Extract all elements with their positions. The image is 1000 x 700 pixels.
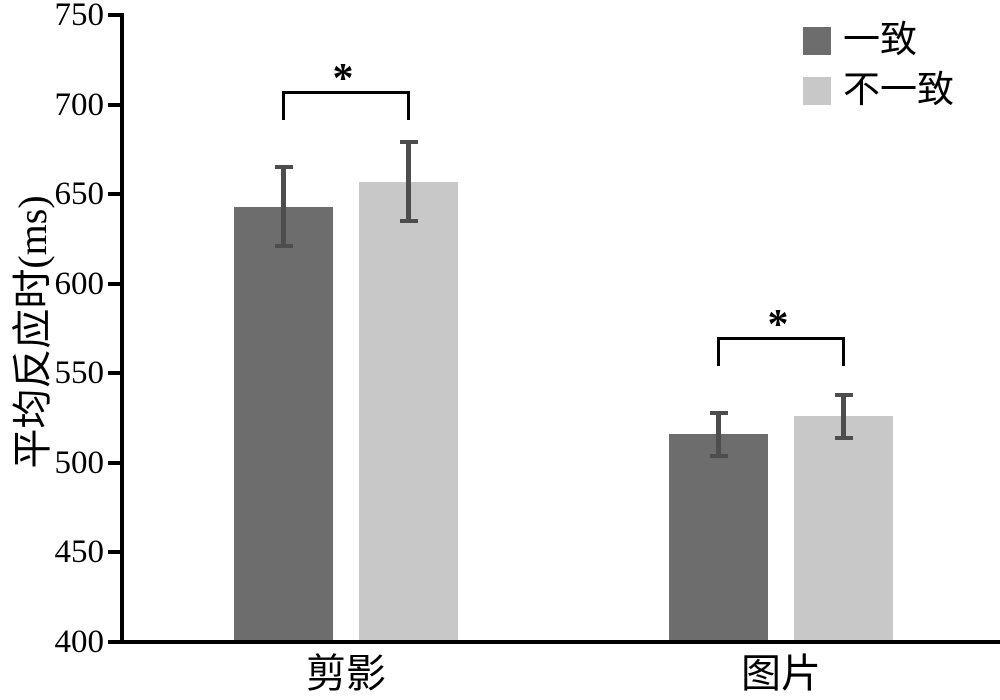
- x-axis-line: [120, 640, 1000, 644]
- error-bar-剪影-一致: [281, 167, 286, 247]
- error-bar-cap-bottom: [274, 244, 293, 249]
- error-bar-cap-top: [709, 410, 728, 415]
- y-axis-tick: [108, 281, 120, 286]
- y-axis-line: [120, 13, 124, 644]
- y-axis-title: 平均反应时(ms): [10, 195, 55, 469]
- error-bar-图片-不一致: [841, 394, 846, 438]
- y-axis-tick: [108, 192, 120, 197]
- significance-bracket: [717, 337, 845, 366]
- y-tick-label: 650: [54, 176, 105, 213]
- bar-图片-一致: [669, 434, 768, 640]
- bar-图片-不一致: [794, 416, 893, 640]
- legend-swatch-consistent-icon: [803, 26, 831, 55]
- error-bar-cap-bottom: [834, 435, 853, 440]
- error-bar-cap-bottom: [399, 219, 418, 223]
- error-bar-cap-top: [274, 165, 293, 170]
- y-axis-tick: [108, 102, 120, 107]
- error-bar-cap-top: [834, 392, 853, 397]
- y-tick-label: 500: [54, 444, 105, 481]
- y-axis-tick: [108, 640, 120, 644]
- y-tick-label: 700: [54, 86, 105, 123]
- y-tick-label: 400: [54, 624, 105, 660]
- error-bar-剪影-不一致: [406, 142, 411, 221]
- y-axis-tick: [108, 371, 120, 376]
- x-category-silhouette: 剪影: [306, 651, 386, 696]
- x-category-picture: 图片: [741, 651, 821, 696]
- significance-bracket: [282, 91, 410, 120]
- y-tick-label: 750: [54, 0, 105, 33]
- legend-swatch-inconsistent-icon: [803, 76, 831, 105]
- legend: 一致 不一致: [803, 20, 954, 120]
- error-bar-cap-bottom: [709, 453, 728, 458]
- bar-剪影-不一致: [359, 181, 458, 640]
- significance-asterisk: *: [332, 56, 354, 102]
- legend-label-inconsistent: 不一致: [843, 70, 954, 111]
- y-axis-tick: [108, 460, 120, 465]
- error-bar-图片-一致: [716, 412, 721, 456]
- y-tick-label: 450: [54, 534, 105, 571]
- y-tick-label: 600: [54, 265, 105, 302]
- legend-label-consistent: 一致: [843, 20, 917, 61]
- y-axis-tick: [108, 13, 120, 17]
- error-bar-cap-top: [399, 140, 418, 145]
- legend-item-consistent: 一致: [803, 20, 954, 61]
- bar-剪影-一致: [234, 206, 333, 640]
- significance-asterisk: *: [767, 302, 789, 348]
- legend-item-inconsistent: 不一致: [803, 70, 954, 111]
- y-axis-tick: [108, 550, 120, 555]
- y-tick-label: 550: [54, 355, 105, 392]
